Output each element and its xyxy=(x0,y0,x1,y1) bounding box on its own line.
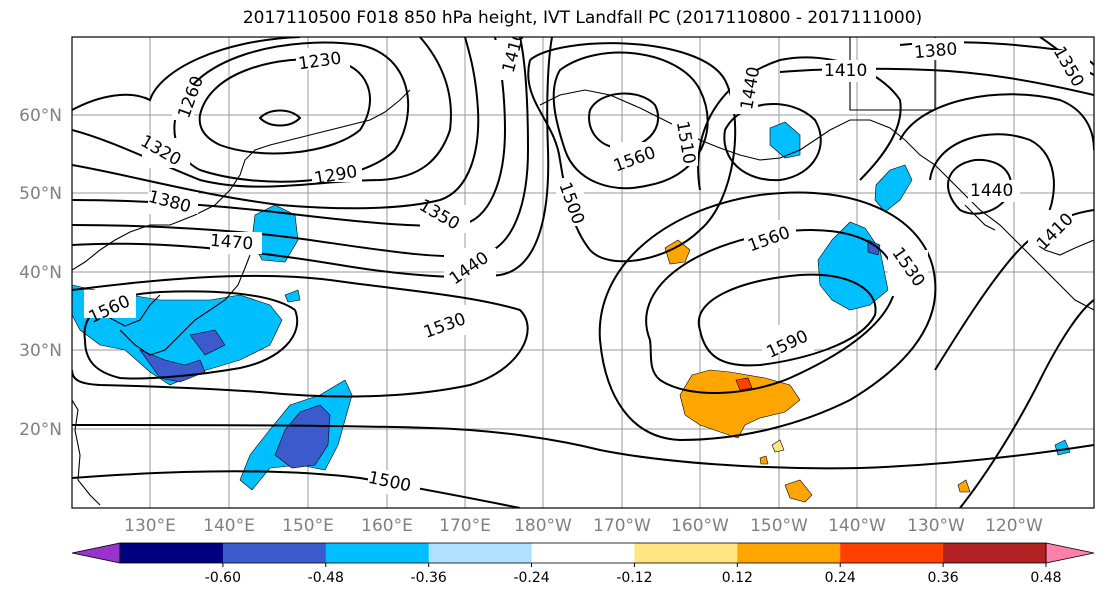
colorbar-tick-label: -0.12 xyxy=(616,570,652,586)
colorbar-bin xyxy=(531,543,635,563)
lon-label: 150°W xyxy=(750,516,808,536)
colorbar-bin xyxy=(634,543,738,563)
colorbar-tick-label: 0.12 xyxy=(722,570,753,586)
colorbar-tick-label: 0.24 xyxy=(825,570,856,586)
colorbar-bin xyxy=(840,543,944,563)
colorbar-tick-label: -0.24 xyxy=(513,570,549,586)
colorbar-extend-max xyxy=(1045,542,1095,564)
latitude-labels: 20°N 30°N 40°N 50°N 60°N xyxy=(19,106,62,440)
ivt-positive-shading xyxy=(664,239,971,503)
lon-label: 180°W xyxy=(514,516,572,536)
lon-label: 130°W xyxy=(907,516,965,536)
colorbar: -0.60 -0.48 -0.36 -0.24 -0.12 0.12 0.24 0.36 0.4… xyxy=(71,542,1095,586)
colorbar-tick-label: 0.48 xyxy=(1030,570,1061,586)
contour-label: 1410 xyxy=(824,61,867,81)
colorbar-bin xyxy=(428,543,533,563)
colorbar-bin xyxy=(943,543,1047,563)
colorbar-tick-label: -0.60 xyxy=(205,570,241,586)
colorbar-tick-label: 0.36 xyxy=(928,570,959,586)
colorbar-bin xyxy=(222,543,327,563)
lat-label: 60°N xyxy=(19,106,62,126)
lat-label: 20°N xyxy=(19,420,62,440)
colorbar-tick-label: -0.36 xyxy=(411,570,447,586)
map-border xyxy=(71,36,1095,509)
colorbar-extend-min xyxy=(71,542,121,564)
contour-label: 1440 xyxy=(970,181,1013,201)
colorbar-border xyxy=(119,542,1047,564)
lon-label: 130°E xyxy=(124,516,176,536)
contour-label: 1380 xyxy=(913,39,958,63)
colorbar-tick-label: -0.48 xyxy=(308,570,344,586)
lon-label: 140°E xyxy=(203,516,255,536)
colorbar-bin xyxy=(737,543,841,563)
longitude-labels: 130°E 140°E 150°E 160°E 170°E 180°W 170°… xyxy=(124,516,1043,536)
lon-label: 120°W xyxy=(985,516,1043,536)
lon-label: 170°E xyxy=(439,516,491,536)
lon-label: 140°W xyxy=(828,516,886,536)
contour-label: 1470 xyxy=(209,231,254,255)
colorbar-bin xyxy=(120,543,224,563)
coastlines xyxy=(72,37,1094,506)
lon-label: 170°W xyxy=(593,516,651,536)
lat-label: 50°N xyxy=(19,184,62,204)
lat-label: 40°N xyxy=(19,263,62,283)
lon-label: 160°E xyxy=(361,516,413,536)
lon-label: 160°W xyxy=(671,516,729,536)
lat-label: 30°N xyxy=(19,341,62,361)
lon-label: 150°E xyxy=(282,516,334,536)
chart-title: 2017110500 F018 850 hPa height, IVT Land… xyxy=(242,8,923,28)
colorbar-bin xyxy=(325,543,430,563)
